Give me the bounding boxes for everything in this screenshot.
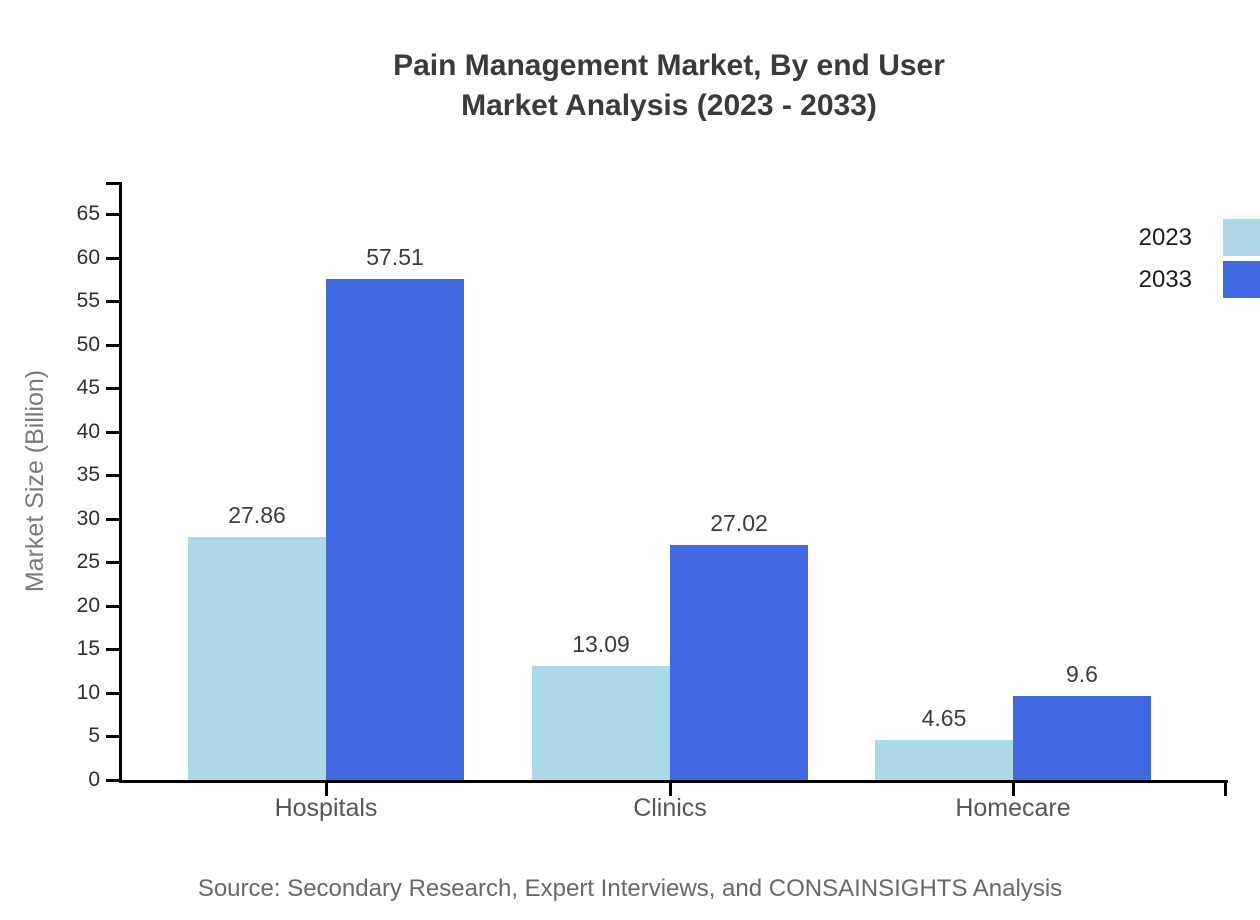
legend-label-2023: 2023: [1138, 224, 1192, 251]
chart-title: Pain Management Market, By end User Mark…: [74, 46, 1260, 126]
legend-label-2033: 2033: [1138, 266, 1192, 293]
category-label-homecare: Homecare: [955, 794, 1071, 822]
bar-2033-homecare: [1013, 696, 1151, 780]
y-axis-endcap-tick: [106, 182, 119, 185]
x-tick: [1011, 783, 1015, 796]
y-tick-label: 0: [88, 768, 100, 791]
category-label-hospitals: Hospitals: [274, 794, 378, 822]
y-tick: [106, 691, 119, 695]
y-axis-line: [119, 182, 122, 783]
y-tick-label: 15: [76, 637, 100, 661]
y-tick: [106, 430, 119, 434]
value-label-2033-hospitals: 57.51: [366, 244, 424, 271]
legend-swatch-2033: [1223, 261, 1260, 298]
bar-2023-homecare: [875, 739, 1013, 780]
chart-title-line2: Market Analysis (2023 - 2033): [461, 89, 877, 122]
value-label-2033-homecare: 9.6: [1066, 661, 1098, 688]
y-tick: [106, 256, 119, 260]
y-tick: [106, 561, 119, 565]
y-tick: [106, 517, 119, 521]
y-tick-label: 55: [76, 289, 100, 313]
legend-swatch-2023: [1223, 219, 1260, 256]
x-tick: [668, 783, 672, 796]
x-axis-endcap-tick: [1224, 783, 1227, 796]
y-tick: [106, 779, 119, 782]
y-tick: [106, 648, 119, 652]
y-tick-label: 65: [76, 202, 100, 225]
y-tick: [106, 474, 119, 478]
y-tick: [106, 300, 119, 304]
x-tick: [324, 783, 328, 796]
bar-2023-hospitals: [188, 537, 326, 780]
value-label-2023-hospitals: 27.86: [228, 502, 286, 529]
source-note: Source: Secondary Research, Expert Inter…: [197, 875, 1063, 902]
y-tick: [106, 387, 119, 391]
y-tick-label: 25: [76, 550, 100, 574]
value-label-2023-clinics: 13.09: [572, 631, 630, 658]
y-tick: [106, 604, 119, 608]
y-tick: [106, 735, 119, 739]
chart-title-line1: Pain Management Market, By end User: [393, 49, 945, 82]
category-label-clinics: Clinics: [633, 794, 707, 822]
y-tick-label: 10: [76, 680, 100, 704]
y-tick: [106, 343, 119, 347]
y-tick: [106, 213, 119, 216]
value-label-2023-homecare: 4.65: [921, 704, 967, 731]
y-tick-label: 50: [76, 332, 100, 356]
x-axis-line: [119, 780, 1228, 783]
value-label-2033-clinics: 27.02: [710, 509, 768, 536]
y-tick-label: 35: [76, 463, 100, 487]
y-tick-label: 20: [76, 593, 100, 617]
bar-2033-hospitals: [326, 279, 464, 780]
bar-2033-clinics: [670, 544, 808, 780]
y-tick-label: 5: [88, 724, 100, 748]
y-tick-label: 45: [76, 376, 100, 400]
bar-2023-clinics: [532, 666, 670, 780]
y-tick-label: 60: [76, 245, 100, 269]
y-tick-label: 40: [76, 419, 100, 443]
y-tick-label: 30: [76, 506, 100, 530]
